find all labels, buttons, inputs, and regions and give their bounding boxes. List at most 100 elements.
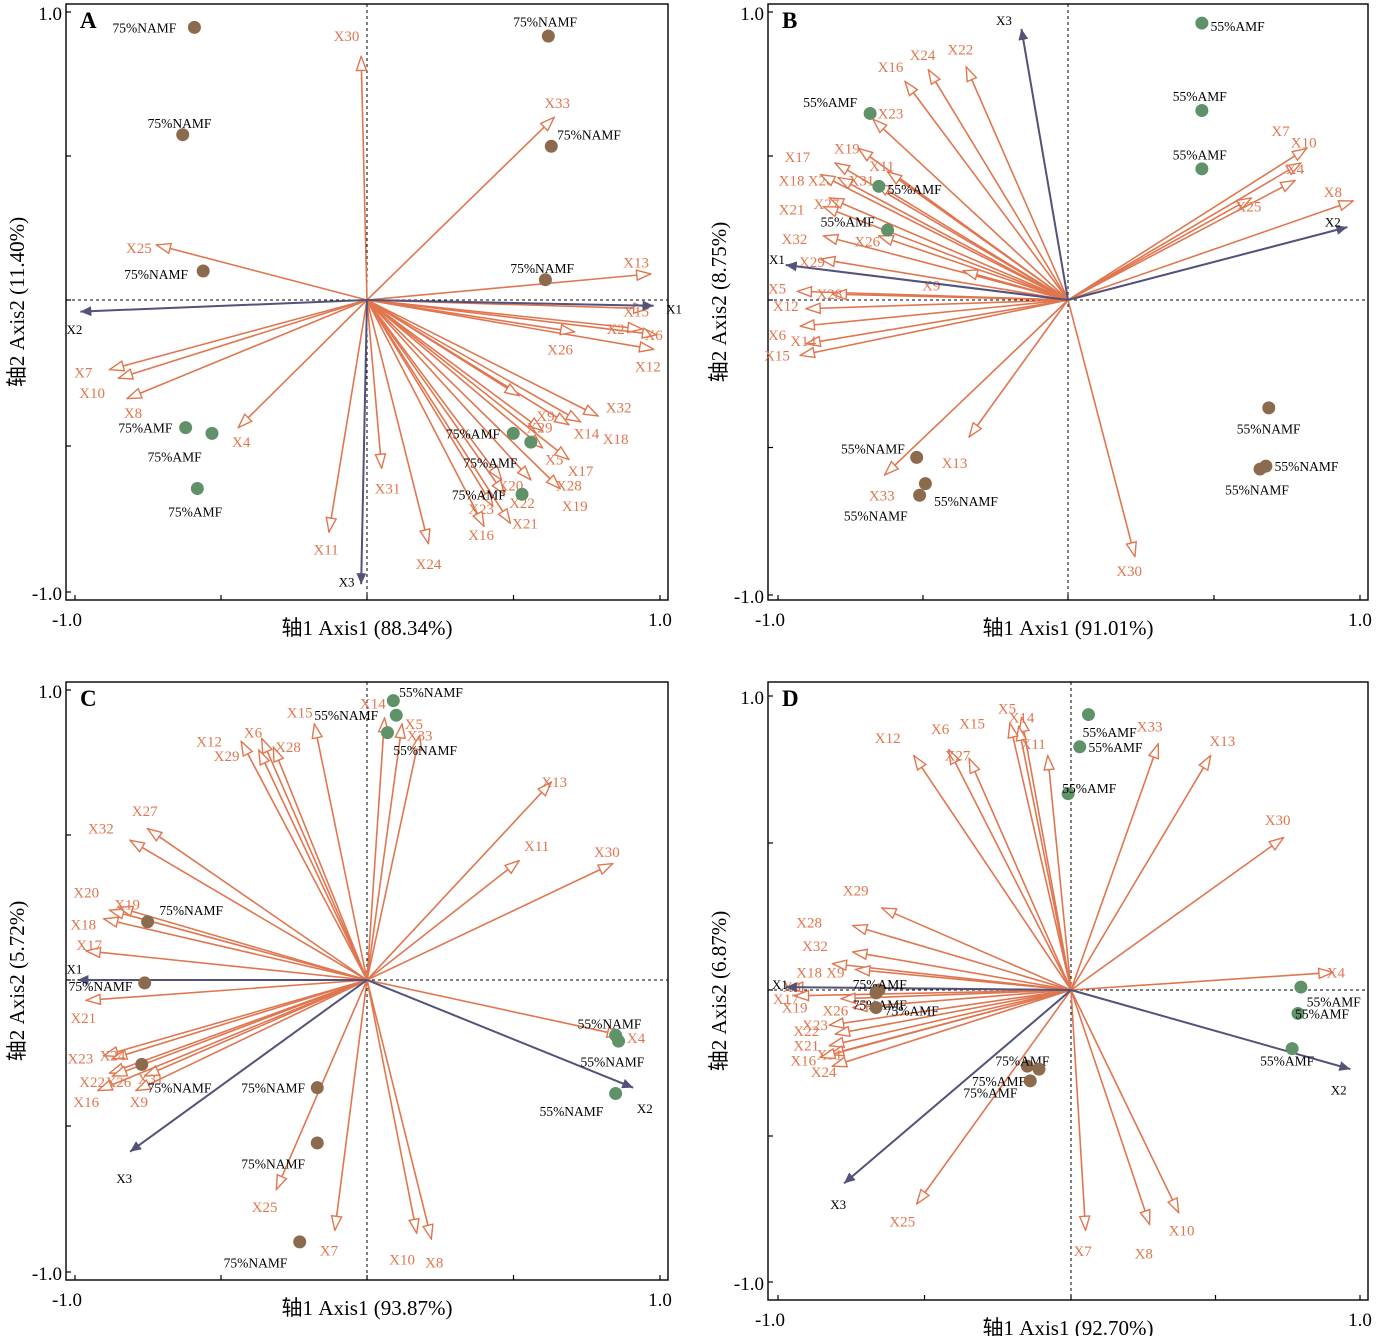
variable-label: X17 [568, 464, 594, 480]
variable-label: X19 [834, 141, 860, 157]
variable-label: X7 [1271, 124, 1290, 140]
variable-arrow-x9 [366, 299, 519, 396]
variable-label: X4 [627, 1031, 646, 1047]
sample-label: 75%NAMF [510, 261, 574, 276]
sample-point [869, 1001, 883, 1015]
variable-label: X27 [132, 804, 158, 820]
variable-label: X8 [1135, 1247, 1153, 1263]
variable-arrow-x24 [832, 989, 1072, 1066]
variable-arrow-x32 [130, 840, 368, 981]
sample-point [863, 106, 877, 120]
variable-arrow-x16 [821, 989, 1072, 1057]
variable-arrow-x25 [917, 989, 1072, 1204]
sample-label: 55%NAMF [314, 708, 378, 723]
sample-label: 75%AMF [885, 1004, 939, 1019]
variable-arrow-x11 [1048, 756, 1072, 991]
variable-label: X17 [784, 150, 810, 166]
variable-arrow-x14 [806, 299, 1069, 344]
variable-arrow-x19 [118, 907, 368, 981]
plot-frame [767, 681, 1369, 1301]
variable-label: X11 [1021, 737, 1046, 753]
variable-arrow-x21 [86, 979, 368, 1000]
variable-label: X11 [313, 542, 338, 558]
y-tick-label-max: 1.0 [38, 4, 62, 25]
variable-label: X6 [644, 328, 663, 344]
variable-arrow-x7 [335, 979, 368, 1230]
sample-label: 55%AMF [821, 214, 875, 229]
variable-label: X33 [544, 96, 570, 112]
x-axis-label: 轴1 Axis1 (92.70%) [983, 1316, 1154, 1336]
environment-label: X3 [339, 574, 355, 589]
sample-point [138, 976, 152, 990]
variable-label: X8 [1324, 185, 1342, 201]
sample-label: 55%AMF [1088, 740, 1142, 755]
variable-label: X23 [878, 106, 904, 122]
variable-arrow-x31 [876, 183, 1069, 301]
sample-point [538, 273, 552, 287]
environment-label: X2 [1325, 214, 1341, 229]
x-tick-label-max: 1.0 [648, 610, 672, 631]
sample-point [1195, 104, 1209, 118]
sample-point [380, 726, 394, 740]
variable-arrow-x28 [832, 294, 1069, 301]
sample-label: 75%AMF [853, 977, 907, 992]
variable-arrow-x8 [1067, 201, 1353, 301]
variable-label: X9 [826, 965, 844, 981]
sample-label: 75%AMF [464, 455, 518, 470]
variable-arrow-x4 [238, 299, 368, 428]
variable-arrow-x5 [366, 299, 543, 448]
sample-label: 55%NAMF [1237, 421, 1301, 436]
variable-arrow-x12 [241, 741, 368, 981]
variable-arrow-x18 [366, 299, 581, 422]
sample-label: 55%NAMF [540, 1104, 604, 1119]
variable-label: X12 [635, 360, 661, 376]
environment-label: X2 [637, 1101, 653, 1116]
variable-label: X5 [405, 717, 423, 733]
sample-point [1081, 708, 1095, 722]
sample-label: 75%NAMF [513, 15, 577, 30]
variable-arrow-x17 [366, 299, 569, 460]
variable-label: X19 [562, 499, 588, 515]
variable-label: X18 [603, 432, 629, 448]
sample-point [869, 986, 883, 1000]
variable-arrow-x33 [1070, 744, 1160, 991]
variable-label: X6 [931, 722, 950, 738]
y-tick-label-max: 1.0 [740, 4, 764, 25]
variable-label: X15 [623, 305, 649, 321]
variable-label: X28 [556, 479, 582, 495]
variable-label: X5 [998, 702, 1016, 718]
sample-point [1020, 1059, 1034, 1073]
variable-label: X24 [811, 1065, 837, 1081]
variable-label: X16 [790, 1053, 816, 1069]
variable-arrow-x27 [969, 759, 1072, 991]
variable-arrow-x29 [259, 750, 368, 981]
variable-label: X18 [779, 173, 805, 189]
variable-arrow-x4 [1070, 972, 1333, 991]
variable-label: X6 [768, 328, 787, 344]
sample-point [612, 1034, 626, 1048]
sample-point [544, 139, 558, 153]
sample-point [293, 1235, 307, 1249]
sample-label: 55%AMF [1295, 1006, 1349, 1021]
variable-arrow-x29 [882, 908, 1072, 991]
variable-label: X27 [814, 197, 840, 213]
y-axis-label: 轴2 Axis2 (6.87%) [707, 911, 731, 1071]
variable-arrow-x14 [1019, 726, 1072, 991]
sample-label: 55%AMF [1307, 995, 1361, 1010]
variable-arrow-x16 [905, 81, 1069, 301]
sample-point [1061, 787, 1075, 801]
variable-arrow-x11 [888, 172, 1069, 301]
variable-arrow-x8 [127, 299, 368, 399]
variable-arrow-x30 [361, 56, 368, 301]
variable-arrow-x22 [966, 67, 1069, 301]
variable-label: X26 [822, 1004, 848, 1020]
environment-arrow-x3 [129, 979, 368, 1153]
variable-label: X7 [74, 366, 93, 382]
sample-point [176, 128, 190, 142]
variable-label: X5 [768, 281, 786, 297]
variable-label: X25 [126, 241, 152, 257]
variable-arrow-x21 [824, 205, 1069, 301]
sample-label: 75%AMF [168, 505, 222, 520]
variable-label: X19 [114, 897, 140, 913]
variable-label: X30 [1265, 813, 1291, 829]
